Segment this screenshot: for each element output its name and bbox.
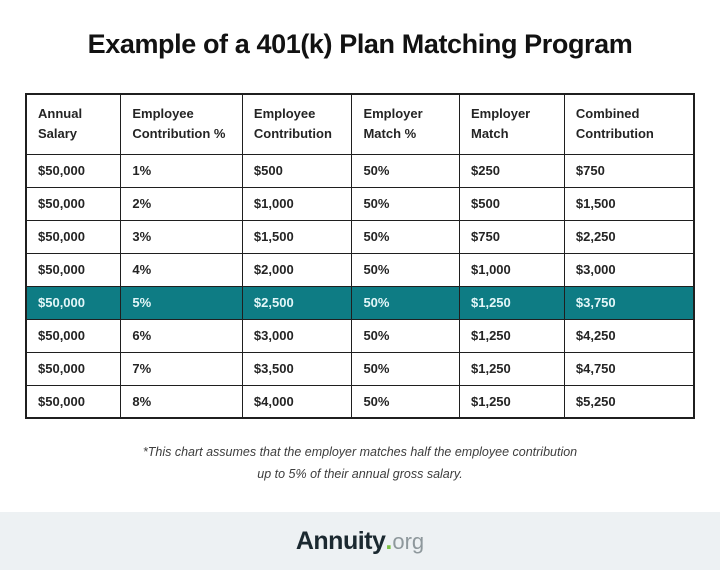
table-cell: $1,000 [459, 252, 565, 287]
table-cell: 4% [120, 252, 243, 287]
table-cell: 50% [351, 153, 460, 188]
table-cell: $4,750 [563, 351, 695, 386]
table-cell: $3,750 [563, 285, 695, 320]
table-cell: $50,000 [25, 285, 122, 320]
table-cell: 1% [120, 153, 243, 188]
footnote-line-1: *This chart assumes that the employer ma… [142, 445, 578, 459]
table-cell: $1,250 [459, 318, 565, 353]
table-header: Annual Salary Employee Contribution % Employ… [25, 93, 695, 155]
matching-program-table: Annual Salary Employee Contribution % Employ… [25, 93, 695, 419]
table-row: $50,000 2% $1,000 50% $500 $1,500 [25, 186, 695, 221]
annuity-logo: Annuity . org [296, 527, 424, 556]
header-cell: Employee Contribution [241, 93, 353, 155]
table-cell: 50% [351, 318, 460, 353]
table-cell: $5,250 [563, 384, 695, 419]
table-cell: 5% [120, 285, 243, 320]
table-cell: $4,250 [563, 318, 695, 353]
table-cell: $1,000 [241, 186, 353, 221]
footnote-line-2: up to 5% of their annual gross salary. [257, 466, 463, 481]
table-cell: $3,000 [563, 252, 695, 287]
logo-dot: . [385, 526, 393, 555]
table-cell: 50% [351, 384, 460, 419]
logo-tld-text: org [392, 528, 425, 554]
table-cell: $50,000 [25, 351, 122, 386]
table-cell: 50% [351, 219, 460, 254]
header-cell: Employer Match [459, 93, 565, 155]
table-cell: 50% [351, 252, 460, 287]
table-cell: $500 [241, 153, 353, 188]
table-cell: $250 [459, 153, 565, 188]
table-cell: $2,250 [563, 219, 695, 254]
header-cell: Combined Contribution [563, 93, 695, 155]
table-row: $50,000 8% $4,000 50% $1,250 $5,250 [25, 384, 695, 419]
table-cell: 3% [120, 219, 243, 254]
table-cell: $500 [459, 186, 565, 221]
table-cell: $50,000 [25, 318, 122, 353]
page-title: Example of a 401(k) Plan Matching Progra… [87, 29, 633, 59]
logo-brand-text: Annuity [295, 526, 386, 555]
table-row: $50,000 6% $3,000 50% $1,250 $4,250 [25, 318, 695, 353]
table-cell: $50,000 [25, 384, 122, 419]
table-cell: $750 [459, 219, 565, 254]
table-cell: $1,250 [459, 384, 565, 419]
table-cell: 2% [120, 186, 243, 221]
table-cell: $3,500 [241, 351, 353, 386]
table-cell: $2,500 [241, 285, 353, 320]
table-cell: $2,000 [241, 252, 353, 287]
header-cell: Employer Match % [351, 93, 460, 155]
table-cell: 7% [120, 351, 243, 386]
table-cell: $1,500 [563, 186, 695, 221]
table-cell: 50% [351, 351, 460, 386]
table-cell: $3,000 [241, 318, 353, 353]
header-cell: Annual Salary [25, 93, 122, 155]
table-row: $50,000 1% $500 50% $250 $750 [25, 153, 695, 188]
table-cell: $50,000 [25, 153, 122, 188]
table-cell: 8% [120, 384, 243, 419]
table-cell: $4,000 [241, 384, 353, 419]
header-cell: Employee Contribution % [120, 93, 243, 155]
table-cell: $750 [563, 153, 695, 188]
table-header-row: Annual Salary Employee Contribution % Employ… [25, 93, 695, 155]
footnote: *This chart assumes that the employer ma… [0, 442, 720, 486]
table-cell: $1,250 [459, 285, 565, 320]
table-cell: $1,250 [459, 351, 565, 386]
table-cell: $50,000 [25, 252, 122, 287]
table-cell: 50% [351, 285, 460, 320]
footer-bar: Annuity . org [0, 512, 720, 570]
table-row: $50,000 5% $2,500 50% $1,250 $3,750 [25, 285, 695, 320]
table-cell: $50,000 [25, 219, 122, 254]
table-row: $50,000 4% $2,000 50% $1,000 $3,000 [25, 252, 695, 287]
table-body: $50,000 1% $500 50% $250 $750 $50,000 2% $1,000 5… [25, 153, 695, 419]
table-cell: $1,500 [241, 219, 353, 254]
table-row: $50,000 3% $1,500 50% $750 $2,250 [25, 219, 695, 254]
table-cell: $50,000 [25, 186, 122, 221]
table-row: $50,000 7% $3,500 50% $1,250 $4,750 [25, 351, 695, 386]
table-cell: 6% [120, 318, 243, 353]
table-cell: 50% [351, 186, 460, 221]
